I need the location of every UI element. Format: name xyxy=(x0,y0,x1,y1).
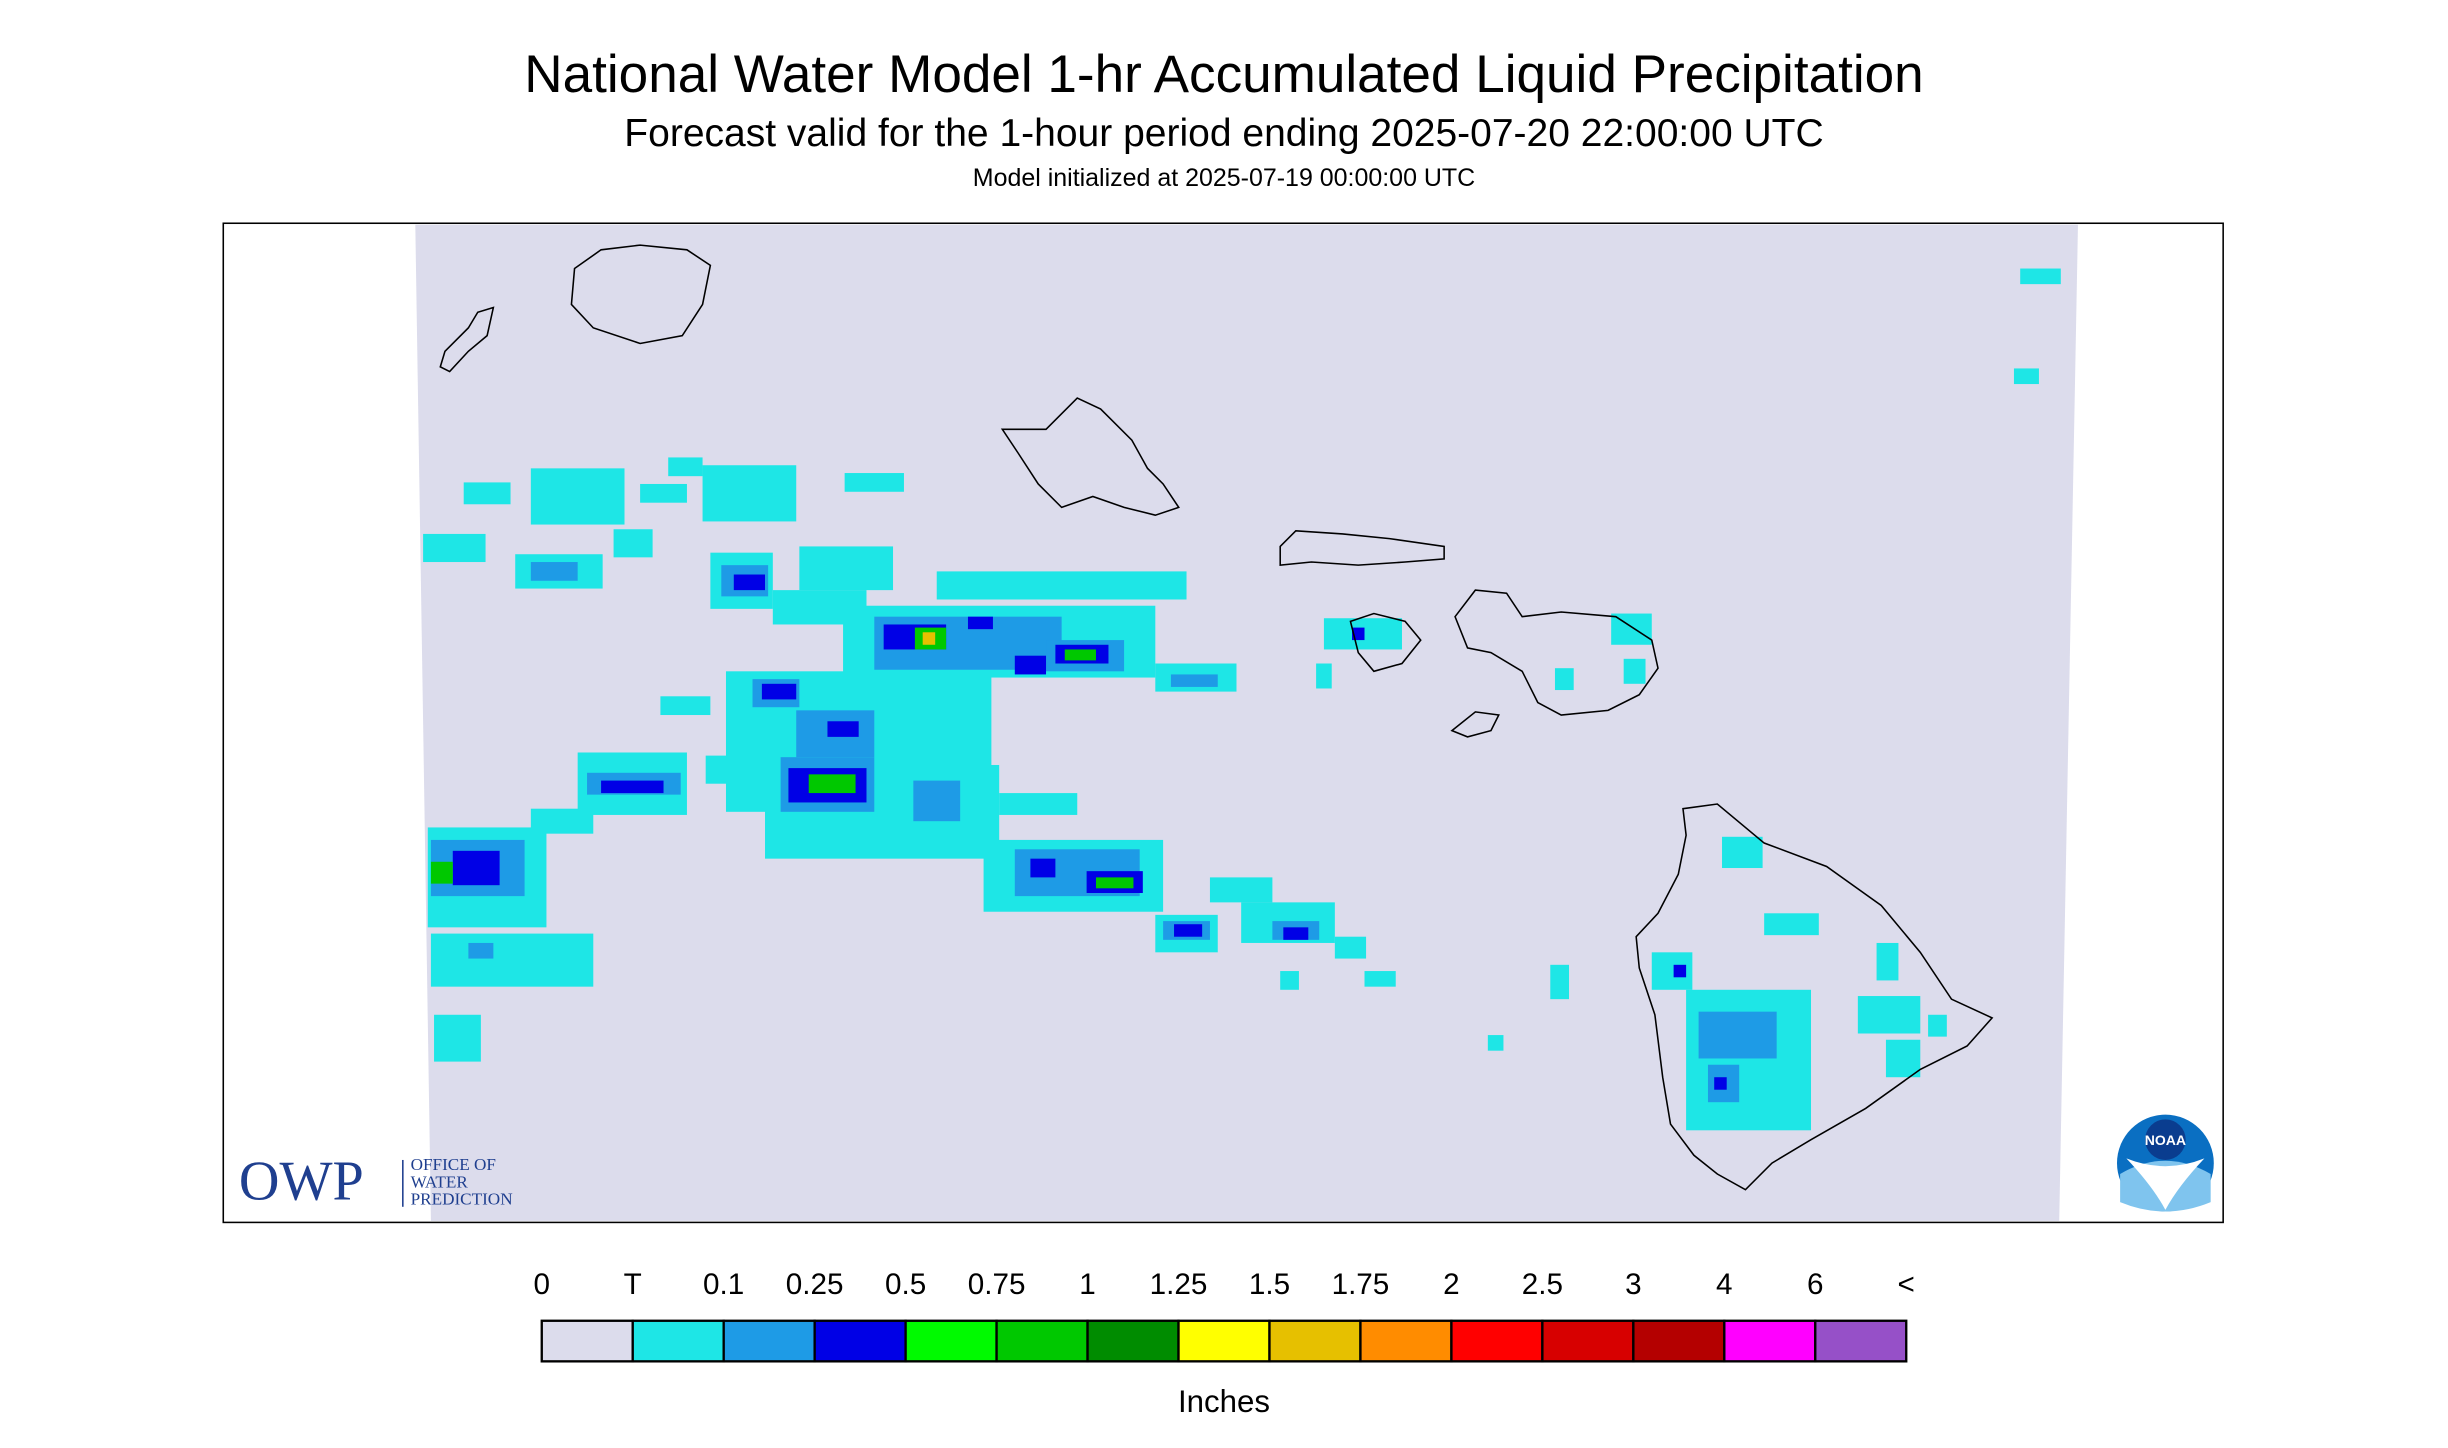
legend-label: 0 xyxy=(534,1268,551,1301)
legend-label: < xyxy=(1898,1268,1915,1301)
legend-swatch xyxy=(1450,1319,1544,1363)
legend-label: 3 xyxy=(1625,1268,1642,1301)
noaa-logo-text: NOAA xyxy=(2145,1132,2186,1148)
legend-swatch xyxy=(995,1319,1089,1363)
legend-label: 1.5 xyxy=(1249,1268,1290,1301)
map: OWP OFFICE OF WATER PREDICTION NOAA xyxy=(222,222,2224,1224)
coastlines xyxy=(439,244,1994,1191)
noaa-logo: NOAA xyxy=(2116,1114,2214,1212)
owp-logo-line: WATER xyxy=(411,1172,469,1191)
legend-swatch xyxy=(631,1319,725,1363)
legend-label: 0.25 xyxy=(786,1268,844,1301)
legend-swatch xyxy=(904,1319,998,1363)
precipitation xyxy=(423,268,2061,1131)
legend-unit: Inches xyxy=(1178,1384,1270,1419)
model-domain xyxy=(415,224,2078,1221)
legend-label: 0.1 xyxy=(703,1268,744,1301)
owp-logo-text: OWP xyxy=(239,1150,364,1212)
legend-label: 2 xyxy=(1443,1268,1460,1301)
legend-label: 2.5 xyxy=(1522,1268,1563,1301)
legend-swatch xyxy=(1359,1319,1453,1363)
init-time: Model initialized at 2025-07-19 00:00:00… xyxy=(973,164,1475,192)
owp-logo: OWP OFFICE OF WATER PREDICTION xyxy=(239,1150,513,1212)
legend-swatch xyxy=(722,1319,816,1363)
legend-label: 1 xyxy=(1079,1268,1096,1301)
legend-label: 0.5 xyxy=(885,1268,926,1301)
owp-logo-line: PREDICTION xyxy=(411,1189,513,1208)
title: National Water Model 1-hr Accumulated Li… xyxy=(524,45,1923,104)
legend-label: 1.25 xyxy=(1150,1268,1208,1301)
legend-swatch xyxy=(1086,1319,1180,1363)
legend-swatch xyxy=(1723,1319,1817,1363)
legend-swatch xyxy=(1632,1319,1726,1363)
owp-logo-line: OFFICE OF xyxy=(411,1155,496,1174)
legend-swatch xyxy=(813,1319,907,1363)
subtitle: Forecast valid for the 1-hour period end… xyxy=(624,112,1823,155)
legend-swatch xyxy=(540,1319,634,1363)
legend-label: 6 xyxy=(1807,1268,1824,1301)
legend: 0 T 0.1 0.25 0.5 0.75 1 1.25 1.5 1.75 2 2.5 3 4 6 < xyxy=(534,1268,1915,1363)
legend-label: T xyxy=(624,1268,642,1301)
legend-label: 1.75 xyxy=(1332,1268,1390,1301)
legend-swatch xyxy=(1268,1319,1362,1363)
legend-swatch xyxy=(1541,1319,1635,1363)
legend-label: 4 xyxy=(1716,1268,1733,1301)
legend-swatch xyxy=(1814,1319,1908,1363)
legend-label: 0.75 xyxy=(968,1268,1026,1301)
legend-swatch xyxy=(1177,1319,1271,1363)
